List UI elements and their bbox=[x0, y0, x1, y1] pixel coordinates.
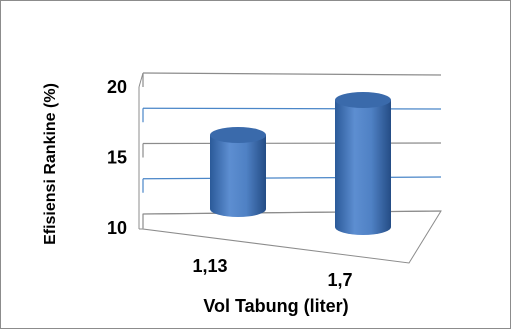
y-tick-label: 10 bbox=[107, 218, 127, 238]
gridline bbox=[142, 72, 442, 76]
plot-walls bbox=[138, 72, 442, 264]
gridline bbox=[142, 176, 442, 180]
bar-body bbox=[335, 100, 391, 235]
y-tick-labels: 10 15 20 bbox=[107, 77, 127, 238]
gridline bbox=[142, 107, 442, 110]
bar-1 bbox=[210, 127, 266, 217]
bar-2 bbox=[335, 92, 391, 235]
x-tick-label: 1,7 bbox=[327, 270, 352, 290]
y-tick-label: 15 bbox=[107, 148, 127, 168]
gridline bbox=[142, 210, 442, 215]
left-wall-top bbox=[138, 72, 144, 88]
bar-top bbox=[210, 127, 266, 143]
gridlines bbox=[142, 72, 442, 228]
y-tick-label: 20 bbox=[107, 77, 127, 97]
cylinder-bar-chart: 10 15 20 1,13 1,7 Efisiensi Rankine (%) Vol… bbox=[42, 72, 442, 316]
gridline bbox=[142, 142, 442, 145]
x-tick-labels: 1,13 1,7 bbox=[192, 256, 352, 290]
x-tick-label: 1,13 bbox=[192, 256, 227, 276]
bar-top bbox=[335, 92, 391, 108]
floor-outline bbox=[142, 210, 442, 264]
bars bbox=[210, 92, 391, 235]
bar-body bbox=[210, 135, 266, 217]
y-axis-title: Efisiensi Rankine (%) bbox=[42, 83, 59, 245]
x-axis-title: Vol Tabung (liter) bbox=[203, 296, 348, 316]
